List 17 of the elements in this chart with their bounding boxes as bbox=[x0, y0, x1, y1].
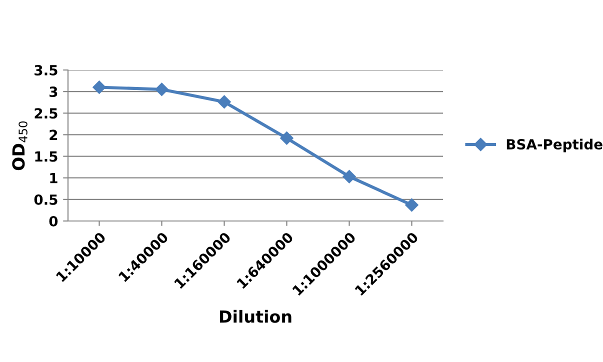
y-tick-label: 3 bbox=[50, 86, 58, 98]
point bbox=[280, 132, 294, 145]
point bbox=[405, 198, 418, 212]
y-tick-label: 0 bbox=[49, 216, 58, 226]
y-tick-label: 1.5 bbox=[35, 151, 58, 162]
y-axis-title: OD$_{450}$ bbox=[12, 121, 28, 170]
y-tick-label: 0.5 bbox=[34, 194, 58, 205]
y-tick-label: 3.5 bbox=[34, 64, 58, 76]
point bbox=[92, 80, 106, 94]
x-axis-title: Dilution bbox=[220, 310, 292, 323]
y-tick-label: 2 bbox=[50, 130, 58, 140]
point bbox=[342, 170, 356, 184]
legend-label: BSA-Peptide bbox=[506, 138, 602, 152]
point bbox=[218, 95, 231, 109]
y-tick-label: 2.5 bbox=[34, 108, 58, 119]
point bbox=[155, 82, 168, 96]
y-tick-label: 1 bbox=[50, 173, 58, 184]
